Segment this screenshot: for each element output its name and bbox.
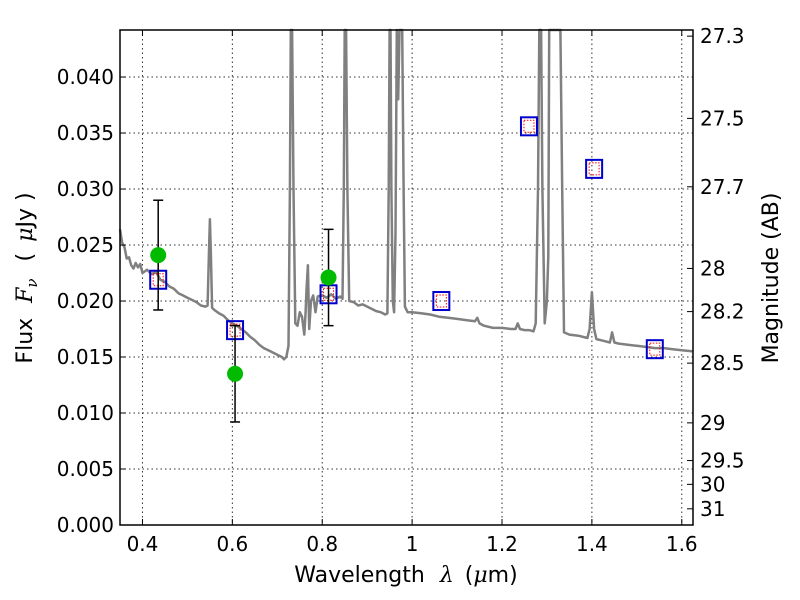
y-tick-label: 0.035 [57, 121, 114, 145]
y-tick-label: 0.010 [57, 401, 114, 425]
x-tick-label: 1.6 [666, 532, 698, 556]
magnitude-tick-label: 30 [700, 472, 725, 496]
model-square-marker [432, 291, 451, 312]
magnitude-tick-label: 27.5 [700, 106, 745, 130]
y-tick-label: 0.020 [57, 289, 114, 313]
y-axis-label: Flux Fν ( μJy ) [13, 192, 43, 363]
x-tick-label: 1.2 [486, 532, 518, 556]
x-tick-label: 0.6 [216, 532, 248, 556]
grid-lines [120, 30, 693, 525]
x-tick-label: 0.8 [306, 532, 338, 556]
y-tick-label: 0.005 [57, 457, 114, 481]
x-tick-label: 0.4 [127, 532, 159, 556]
y-tick-label: 0.030 [57, 177, 114, 201]
x-axis-label: Wavelength λ (μm) [294, 563, 517, 588]
model-square-marker [585, 158, 604, 179]
y-tick-label: 0.000 [57, 513, 114, 537]
magnitude-tick-label: 29 [700, 411, 725, 435]
model-square-marker [519, 116, 538, 137]
magnitude-tick-label: 29.5 [700, 449, 745, 473]
magnitude-tick-label: 28.5 [700, 351, 745, 375]
x-tick-label: 1.4 [576, 532, 608, 556]
y-tick-label: 0.025 [57, 233, 114, 257]
magnitude-tick-label: 28 [700, 256, 725, 280]
x-tick-label: 1 [406, 532, 419, 556]
photometry-markers [149, 116, 664, 423]
observed-point [227, 365, 244, 382]
spectrum-line [118, 28, 694, 361]
model-square-inner [649, 342, 661, 356]
magnitude-tick-label: 27.7 [700, 175, 745, 199]
magnitude-tick-label: 31 [700, 497, 725, 521]
model-square-inner [523, 119, 535, 133]
model-square-inner [588, 162, 600, 176]
observed-point [150, 247, 167, 264]
magnitude-axis-label: Magnitude (AB) [759, 193, 784, 364]
y-tick-label: 0.040 [57, 65, 114, 89]
model-square-inner [435, 294, 447, 308]
spectrum-series [118, 28, 694, 361]
y-tick-label: 0.015 [57, 345, 114, 369]
magnitude-tick-label: 28.2 [700, 300, 745, 324]
model-square-marker [645, 339, 664, 360]
observed-point [320, 269, 337, 286]
magnitude-tick-label: 27.3 [700, 24, 745, 48]
plot-frame [119, 29, 694, 526]
axis-ticks: 0.4 0.6 0.8 1 1.2 1.4 1.6 0.000 0.005 0.010 0.015 0… [57, 24, 745, 556]
